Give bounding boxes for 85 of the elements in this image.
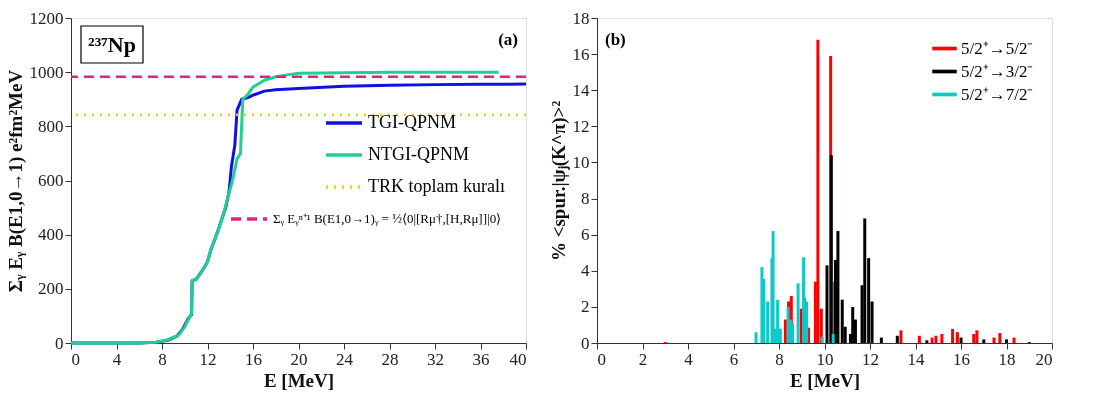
x-tick-label: 16 bbox=[953, 349, 970, 369]
x-tick-label: 0 bbox=[597, 349, 606, 369]
bar bbox=[802, 257, 806, 343]
legend-label: 5/2⁺→5/2⁻ bbox=[961, 38, 1034, 58]
bar bbox=[754, 332, 758, 343]
bar bbox=[992, 337, 996, 343]
x-tick-label: 20 bbox=[1035, 349, 1053, 369]
bar bbox=[783, 319, 787, 343]
bar bbox=[930, 337, 934, 343]
bar bbox=[863, 218, 867, 343]
y-tick-label: 6 bbox=[581, 225, 590, 245]
bar bbox=[796, 283, 800, 343]
y-tick-label: 400 bbox=[38, 225, 64, 245]
y-tick-label: 14 bbox=[572, 80, 590, 100]
x-tick-label: 36 bbox=[472, 349, 490, 369]
annotation: (a) bbox=[498, 30, 518, 49]
x-axis-title: E [MeV] bbox=[263, 369, 335, 391]
x-tick-label: 28 bbox=[381, 349, 399, 369]
bar bbox=[951, 328, 955, 343]
x-tick-label: 8 bbox=[775, 349, 784, 369]
bar bbox=[998, 333, 1002, 343]
x-tick-label: 32 bbox=[427, 349, 444, 369]
bar bbox=[879, 337, 883, 343]
bar bbox=[791, 324, 795, 343]
bar bbox=[899, 330, 903, 343]
bar bbox=[934, 335, 938, 343]
legend-label: Σᵧ Eᵧⁿ⁺¹ B(E1,0→1)ᵧ = ½⟨0|[Rμ†,[H,Rμ]]|0⟩ bbox=[273, 211, 502, 227]
y-tick-label: 10 bbox=[572, 152, 590, 172]
x-tick-label: 14 bbox=[907, 349, 925, 369]
bar bbox=[831, 333, 835, 343]
bar bbox=[771, 231, 775, 343]
legend-label: 5/2⁺→7/2⁻ bbox=[961, 84, 1034, 104]
x-tick-label: 16 bbox=[245, 349, 262, 369]
x-tick-label: 12 bbox=[199, 349, 217, 369]
legend-label: 5/2⁺→3/2⁻ bbox=[961, 61, 1034, 81]
bar bbox=[975, 330, 979, 343]
y-axis-title: % <spur.|ψⱼ(K^π)>² bbox=[547, 100, 570, 262]
x-tick-label: 4 bbox=[112, 349, 122, 369]
bar bbox=[829, 155, 833, 343]
y-axis-title: Σᵧ Eᵧ B(E1,0→1) e²fm²MeV bbox=[4, 69, 27, 293]
bar bbox=[917, 335, 921, 343]
bar bbox=[1012, 337, 1016, 343]
x-tick-label: 24 bbox=[336, 349, 354, 369]
x-tick-label: 0 bbox=[71, 349, 80, 369]
y-tick-label: 800 bbox=[38, 116, 64, 136]
x-tick-label: 2 bbox=[638, 349, 648, 369]
bar bbox=[1005, 339, 1008, 343]
y-tick-label: 4 bbox=[581, 261, 590, 281]
bar bbox=[816, 39, 820, 343]
bar bbox=[820, 336, 824, 343]
bar bbox=[895, 335, 899, 343]
x-tick-label: 6 bbox=[729, 349, 739, 369]
y-tick-label: 0 bbox=[55, 333, 64, 353]
x-tick-label: 20 bbox=[290, 349, 308, 369]
bar bbox=[840, 299, 844, 343]
x-tick-label: 12 bbox=[862, 349, 879, 369]
x-tick-label: 10 bbox=[816, 349, 834, 369]
legend-label: NTGI-QPNM bbox=[368, 144, 469, 164]
y-tick-label: 1200 bbox=[29, 8, 64, 28]
bar bbox=[959, 337, 963, 343]
bar bbox=[982, 339, 986, 343]
y-tick-label: 0 bbox=[581, 333, 590, 353]
y-tick-label: 16 bbox=[572, 44, 590, 64]
y-tick-label: 200 bbox=[38, 279, 64, 299]
x-tick-label: 8 bbox=[158, 349, 167, 369]
annotation: ²³⁷Np bbox=[88, 32, 136, 57]
y-tick-label: 600 bbox=[38, 171, 64, 190]
x-tick-label: 18 bbox=[998, 349, 1016, 369]
legend-label: TGI-QPNM bbox=[368, 112, 456, 132]
bar bbox=[955, 332, 959, 343]
y-tick-label: 18 bbox=[572, 8, 590, 28]
x-axis-title: E [MeV] bbox=[789, 369, 861, 391]
y-tick-label: 2 bbox=[581, 297, 590, 317]
bar bbox=[851, 306, 855, 343]
legend-label: TRK toplam kuralı bbox=[368, 176, 505, 196]
y-tick-label: 1000 bbox=[29, 62, 64, 82]
annotation: (b) bbox=[605, 30, 626, 49]
bar bbox=[972, 333, 976, 343]
bar bbox=[940, 333, 944, 343]
x-tick-label: 40 bbox=[509, 349, 527, 369]
y-tick-label: 8 bbox=[581, 189, 590, 209]
bar bbox=[836, 231, 840, 343]
x-tick-label: 4 bbox=[684, 349, 694, 369]
y-tick-label: 12 bbox=[572, 116, 590, 136]
bar bbox=[925, 340, 929, 343]
